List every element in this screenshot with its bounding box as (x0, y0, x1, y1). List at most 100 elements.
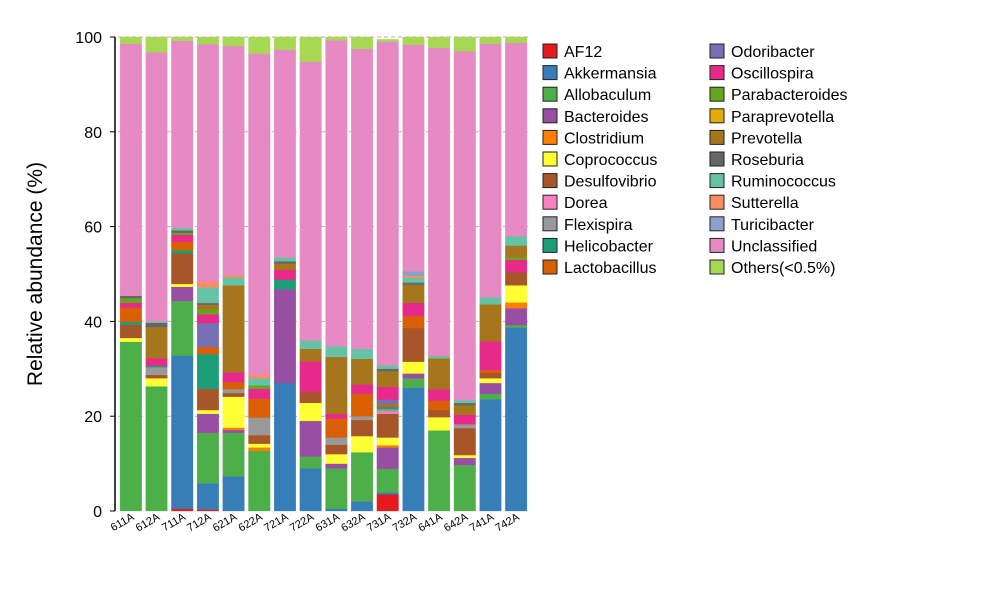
bar-segment-bacteroides (299, 420, 322, 457)
y-tick-label: 0 (93, 504, 102, 521)
y-tick-label: 100 (75, 30, 102, 47)
bar-segment-ruminococcus (325, 345, 348, 358)
bar-segment-bacteroides (325, 463, 348, 469)
bar-segment-lactobacillus (428, 400, 451, 411)
bar-segment-coprococcus (351, 435, 373, 453)
bar-segment-oscillospira (299, 361, 322, 393)
bar-segment-desulfovibrio (299, 391, 322, 404)
legend-item: Helicobacter (542, 237, 654, 255)
legend-swatch (709, 259, 725, 275)
x-category-label: 742A (493, 511, 522, 535)
bar-segment-ruminococcus (479, 297, 502, 305)
bar-segment-roseburia (376, 368, 399, 372)
bar-segment-lactobacillus (325, 418, 348, 438)
bar-segment-coprococcus (479, 378, 502, 384)
bar-segment-parabacteroides (196, 309, 219, 315)
bar-segment-oscillospira (505, 259, 528, 273)
y-axis-title: Relative abundance (%) (24, 162, 47, 386)
legend-label: Ruminococcus (731, 174, 836, 191)
bar-segment-clostridium (376, 444, 399, 448)
bar-segment-others-0-5 (274, 36, 296, 50)
bar-segment-coprococcus (222, 396, 245, 428)
bar-segment-ruminococcus (274, 257, 296, 262)
bar-segment-others-0-5 (453, 36, 476, 52)
bar-segment-ruminococcus (402, 277, 425, 283)
bar-segment-others-0-5 (222, 36, 245, 47)
bar-segment-desulfovibrio (505, 271, 528, 286)
bar-segment-allobaculum (196, 432, 219, 484)
legend-item: Oscillospira (709, 65, 814, 83)
bar-segment-desulfovibrio (248, 435, 271, 444)
bar-segment-odoribacter (376, 399, 399, 405)
bar-segment-oscillospira (171, 234, 194, 242)
bar-segment-bacteroides (222, 429, 245, 433)
x-category-label: 632A (339, 511, 368, 535)
bar-segment-unclassified (351, 48, 373, 350)
bar-segment-roseburia (274, 261, 296, 264)
x-category-label: 642A (442, 511, 471, 535)
bar-segment-sutterella (248, 374, 271, 379)
bar-segment-oscillospira (376, 386, 399, 400)
legend-label: Helicobacter (564, 238, 654, 255)
bar-segment-akkermansia (376, 492, 399, 495)
legend-swatch (709, 129, 725, 145)
legend-item: Odoribacter (709, 43, 815, 61)
bar-segment-prevotella (376, 371, 399, 387)
bar-segment-ruminococcus (248, 378, 271, 386)
bar-segment-helicobacter (119, 321, 142, 325)
bar-segment-roseburia (171, 230, 194, 233)
bar-segment-clostridium (248, 447, 271, 451)
legend-item: Akkermansia (542, 65, 657, 83)
legend-label: Flexispira (564, 217, 633, 234)
bar-segment-desulfovibrio (119, 324, 142, 339)
bar-segment-akkermansia (196, 483, 219, 510)
bar-segment-prevotella (402, 284, 425, 304)
bar-segment-desulfovibrio (479, 372, 502, 379)
bar-segment-unclassified (325, 40, 348, 347)
bar-segment-parabacteroides (248, 385, 271, 389)
bar-segment-allobaculum (325, 468, 348, 509)
bar-segment-others-0-5 (428, 36, 451, 49)
legend-item: Clostridium (542, 129, 644, 147)
bar-segment-allobaculum (376, 468, 399, 493)
bar-segment-unclassified (171, 40, 194, 229)
legend-label: Prevotella (731, 130, 802, 147)
bar-segment-bacteroides (171, 286, 194, 302)
bar-segment-bacteroides (196, 413, 219, 433)
legend-swatch (709, 43, 725, 59)
bar-segment-helicobacter (376, 406, 399, 410)
legend-item: Dorea (542, 194, 608, 212)
bar-segment-unclassified (299, 61, 322, 341)
bar-segment-sutterella (402, 275, 425, 278)
bar-segment-allobaculum (171, 300, 194, 356)
bar-segment-others-0-5 (119, 36, 142, 44)
bar-segment-ruminococcus (453, 399, 476, 404)
bar-segment-ruminococcus (505, 235, 528, 246)
bar-segment-roseburia (196, 302, 219, 305)
bar-segment-prevotella (274, 263, 296, 270)
bar-segment-allobaculum (453, 464, 476, 512)
bar-segment-clostridium (505, 302, 528, 309)
bar-segment-others-0-5 (505, 36, 528, 43)
x-category-label: 711A (160, 511, 188, 534)
bar-segment-coprococcus (171, 283, 194, 287)
legend-swatch (542, 173, 558, 189)
legend: AF12 Akkermansia Allobaculum Bacteroides Clo… (542, 43, 848, 277)
x-category-label: 731A (365, 511, 394, 535)
bar-segment-lactobacillus (248, 398, 271, 418)
bar-segment-coprococcus (119, 337, 142, 342)
bar-segment-ruminococcus (428, 355, 451, 359)
bar-segment-flexispira (376, 408, 399, 412)
legend-item: Flexispira (542, 216, 633, 234)
bar-segment-others-0-5 (248, 36, 271, 54)
bar-segment-others-0-5 (376, 39, 399, 42)
bar-segment-prevotella (222, 285, 245, 373)
bar-segment-allobaculum (351, 452, 373, 502)
bar-segment-oscillospira (222, 371, 245, 383)
x-category-label: 611A (109, 511, 137, 534)
bar-segment-akkermansia (505, 327, 528, 512)
legend-item: Turicibacter (709, 216, 815, 234)
legend-item: Others(<0.5%) (709, 259, 835, 277)
bar-segment-coprococcus (505, 285, 528, 303)
